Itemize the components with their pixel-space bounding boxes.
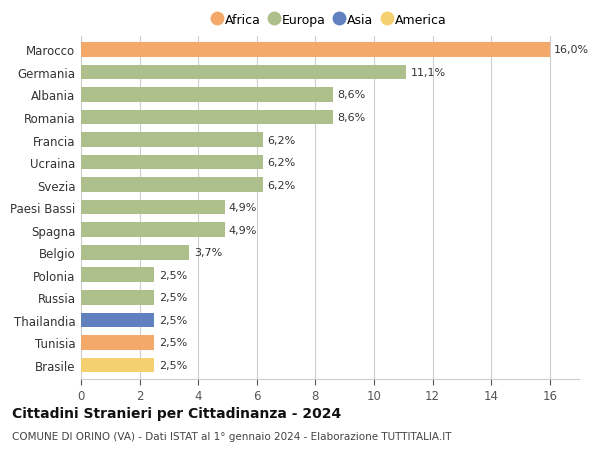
Bar: [81, 201, 224, 215]
Text: 8,6%: 8,6%: [337, 90, 365, 100]
Text: 4,9%: 4,9%: [229, 225, 257, 235]
Bar: [81, 246, 190, 260]
Text: 3,7%: 3,7%: [194, 248, 222, 257]
Bar: [81, 88, 333, 102]
Bar: [81, 178, 263, 192]
Bar: [81, 43, 550, 57]
Text: 2,5%: 2,5%: [158, 338, 187, 347]
Bar: [81, 156, 263, 170]
Bar: [81, 268, 154, 282]
Text: 6,2%: 6,2%: [267, 135, 295, 145]
Bar: [81, 111, 333, 125]
Text: 2,5%: 2,5%: [158, 293, 187, 302]
Bar: [81, 65, 406, 80]
Text: 4,9%: 4,9%: [229, 203, 257, 213]
Text: 11,1%: 11,1%: [410, 68, 446, 78]
Bar: [81, 133, 263, 147]
Bar: [81, 336, 154, 350]
Bar: [81, 313, 154, 327]
Text: 2,5%: 2,5%: [158, 360, 187, 370]
Text: 6,2%: 6,2%: [267, 158, 295, 168]
Legend: Africa, Europa, Asia, America: Africa, Europa, Asia, America: [214, 14, 446, 27]
Bar: [81, 291, 154, 305]
Text: 6,2%: 6,2%: [267, 180, 295, 190]
Bar: [81, 358, 154, 373]
Bar: [81, 223, 224, 237]
Text: 16,0%: 16,0%: [554, 45, 589, 55]
Text: 2,5%: 2,5%: [158, 270, 187, 280]
Text: 8,6%: 8,6%: [337, 113, 365, 123]
Text: COMUNE DI ORINO (VA) - Dati ISTAT al 1° gennaio 2024 - Elaborazione TUTTITALIA.I: COMUNE DI ORINO (VA) - Dati ISTAT al 1° …: [12, 431, 452, 442]
Text: 2,5%: 2,5%: [158, 315, 187, 325]
Text: Cittadini Stranieri per Cittadinanza - 2024: Cittadini Stranieri per Cittadinanza - 2…: [12, 406, 341, 420]
